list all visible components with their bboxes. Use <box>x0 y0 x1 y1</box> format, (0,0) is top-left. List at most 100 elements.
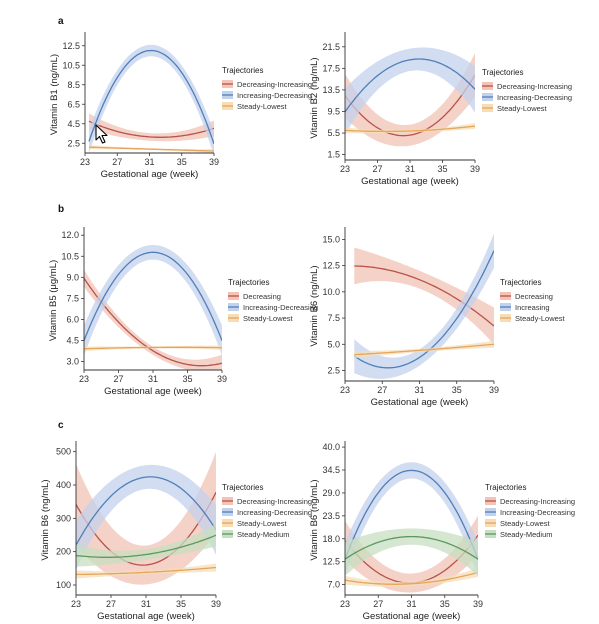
x-tick-label: 23 <box>340 164 350 174</box>
legend-label: Decreasing-Increasing <box>237 80 312 89</box>
confidence-band-blue <box>89 44 214 153</box>
x-tick-label: 23 <box>340 599 350 609</box>
confidence-band-red <box>89 113 214 142</box>
legend-label: Increasing-Decreasing <box>243 303 318 312</box>
x-tick-label: 31 <box>144 157 154 167</box>
legend-label: Increasing-Decreasing <box>237 508 312 517</box>
plot-area <box>353 233 494 379</box>
x-tick-label: 31 <box>405 164 415 174</box>
chart-panel-b-left: b 23 27 31 35 39 3.0 4.5 6.0 7.5 9.0 10.5 12.0 Gestat… <box>48 204 318 397</box>
legend-title: Trajectories <box>485 483 527 492</box>
series-line-blue <box>84 251 222 341</box>
chart-panel-a-right: 23 27 31 35 39 1.5 5.5 9.5 13.5 17.5 21.5 Gestation… <box>309 32 572 187</box>
y-tick-label: 7.5 <box>66 293 79 303</box>
x-tick-label: 31 <box>148 374 158 384</box>
y-tick-label: 12.5 <box>322 557 340 567</box>
legend-label: Steady-Lowest <box>237 519 288 528</box>
y-axis-title: Vitamin B5 (μg/mL) <box>48 260 59 341</box>
x-tick-label: 27 <box>106 599 116 609</box>
x-tick-label: 23 <box>79 374 89 384</box>
legend-label: Decreasing-Increasing <box>500 497 575 506</box>
series-line-blue <box>345 58 475 113</box>
y-tick-label: 2.5 <box>327 366 340 376</box>
x-tick-label: 35 <box>452 385 462 395</box>
series-line-orange <box>84 346 222 350</box>
legend-title: Trajectories <box>222 66 264 75</box>
x-tick-label: 27 <box>112 157 122 167</box>
y-tick-label: 34.5 <box>322 465 340 475</box>
legend: Trajectories Decreasing-Increasing Increas… <box>485 483 575 539</box>
legend: Trajectories Decreasing-Increasing Increas… <box>222 483 312 539</box>
x-axis-title: Gestational age (week) <box>101 169 199 180</box>
plot-area <box>84 245 222 370</box>
x-tick-label: 39 <box>473 599 483 609</box>
chart-panel-c-left: c 23 27 31 35 39 100 200 300 400 500 Gestational ag… <box>40 420 312 622</box>
confidence-band-blue <box>76 464 216 570</box>
y-axis-title: Vitamin B6 (ng/mL) <box>40 479 51 560</box>
y-tick-label: 23.5 <box>322 511 340 521</box>
x-tick-label: 39 <box>489 385 499 395</box>
y-tick-label: 5.0 <box>327 339 340 349</box>
series-line-blue <box>345 469 478 560</box>
y-tick-label: 21.5 <box>322 42 340 52</box>
y-tick-label: 12.0 <box>61 230 79 240</box>
confidence-band-red <box>84 269 222 370</box>
y-tick-label: 300 <box>56 513 71 523</box>
x-tick-label: 23 <box>80 157 90 167</box>
chart-panel-a-left: a 23 27 31 35 39 2.5 4.5 6.5 8.5 10.5 12.5 Gestation… <box>49 16 312 180</box>
chart-panel-b-right: 23 27 31 35 39 2.5 5.0 7.5 10.0 12.5 15.0 Gestation… <box>309 227 566 408</box>
confidence-band-blue <box>345 47 475 136</box>
y-axis-title: Vitamin B6 (ng/mL) <box>309 479 320 560</box>
y-tick-label: 7.0 <box>327 580 340 590</box>
series-line-red <box>84 277 222 367</box>
y-tick-label: 13.5 <box>322 85 340 95</box>
x-tick-label: 39 <box>209 157 219 167</box>
panel-label: a <box>58 16 64 27</box>
y-axis-title: Vitamin B6 (ng/mL) <box>309 265 320 346</box>
series-line-orange <box>354 343 494 356</box>
y-tick-label: 9.5 <box>327 106 340 116</box>
y-tick-label: 100 <box>56 580 71 590</box>
y-tick-label: 40.0 <box>322 442 340 452</box>
y-tick-label: 2.5 <box>67 138 80 148</box>
series-line-orange <box>345 571 478 585</box>
confidence-band-orange <box>76 563 216 579</box>
y-tick-label: 17.5 <box>322 63 340 73</box>
legend-label: Decreasing <box>515 292 553 301</box>
x-tick-label: 23 <box>340 385 350 395</box>
legend-title: Trajectories <box>500 278 542 287</box>
y-tick-label: 8.5 <box>67 80 80 90</box>
y-tick-label: 1.5 <box>327 150 340 160</box>
panel-label: c <box>58 420 64 431</box>
y-axis-title: Vitamin B1 (ng/mL) <box>49 54 60 135</box>
y-tick-label: 4.5 <box>66 336 79 346</box>
legend-label: Steady-Medium <box>237 530 290 539</box>
legend: Trajectories Decreasing Increasing Steady-L… <box>500 278 566 323</box>
y-tick-label: 10.5 <box>62 60 80 70</box>
x-axis-title: Gestational age (week) <box>371 397 469 408</box>
y-tick-label: 400 <box>56 480 71 490</box>
x-tick-label: 35 <box>437 164 447 174</box>
series-line-orange <box>89 146 214 152</box>
confidence-band-green <box>76 524 216 567</box>
series-line-blue <box>76 476 216 546</box>
y-tick-label: 200 <box>56 547 71 557</box>
legend-title: Trajectories <box>228 278 270 287</box>
legend-label: Steady-Lowest <box>515 314 566 323</box>
legend-label: Decreasing <box>243 292 281 301</box>
legend-label: Increasing-Decreasing <box>497 93 572 102</box>
y-tick-label: 9.0 <box>66 272 79 282</box>
confidence-band-red <box>354 247 494 345</box>
y-tick-label: 18.0 <box>322 534 340 544</box>
y-tick-label: 7.5 <box>327 313 340 323</box>
y-tick-label: 6.0 <box>66 314 79 324</box>
plot-area <box>345 462 478 593</box>
x-tick-label: 39 <box>470 164 480 174</box>
y-tick-label: 15.0 <box>322 234 340 244</box>
x-tick-label: 27 <box>113 374 123 384</box>
x-axis-title: Gestational age (week) <box>97 611 195 622</box>
confidence-band-orange <box>345 567 478 587</box>
y-tick-label: 6.5 <box>67 99 80 109</box>
x-tick-label: 31 <box>414 385 424 395</box>
